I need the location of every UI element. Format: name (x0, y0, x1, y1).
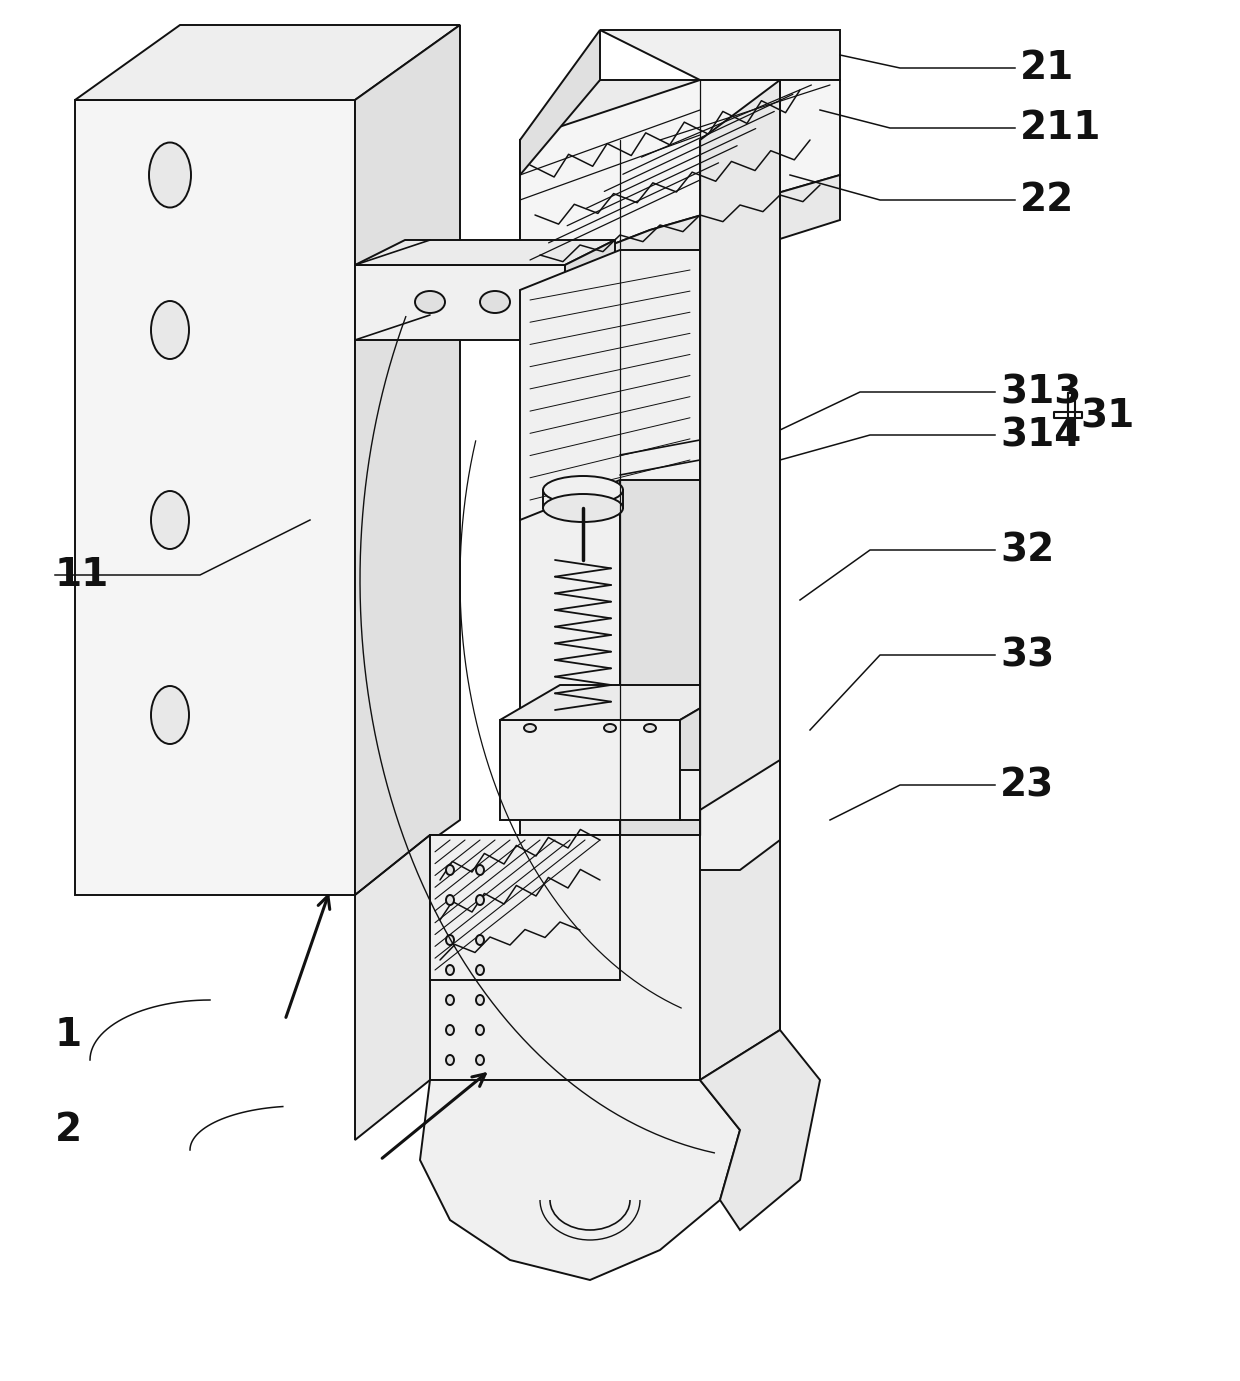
Text: 1: 1 (55, 1016, 82, 1054)
Ellipse shape (415, 291, 445, 313)
Polygon shape (430, 836, 620, 981)
Polygon shape (680, 771, 701, 820)
Ellipse shape (151, 301, 188, 359)
Polygon shape (543, 490, 622, 508)
Ellipse shape (476, 865, 484, 876)
Polygon shape (701, 784, 780, 1080)
Ellipse shape (151, 492, 188, 550)
Text: 23: 23 (999, 766, 1054, 804)
Text: 314: 314 (999, 416, 1081, 454)
Ellipse shape (446, 865, 454, 876)
Polygon shape (520, 175, 839, 320)
Ellipse shape (543, 494, 622, 522)
Polygon shape (701, 80, 780, 1080)
Polygon shape (500, 685, 740, 720)
Polygon shape (355, 265, 565, 340)
Polygon shape (74, 99, 355, 895)
Polygon shape (701, 1030, 820, 1230)
Polygon shape (500, 720, 680, 820)
Ellipse shape (446, 895, 454, 905)
Ellipse shape (446, 1055, 454, 1065)
Polygon shape (565, 240, 615, 340)
Ellipse shape (644, 724, 656, 732)
Ellipse shape (446, 1025, 454, 1034)
Ellipse shape (151, 686, 188, 744)
Polygon shape (520, 80, 839, 280)
Ellipse shape (476, 895, 484, 905)
Ellipse shape (476, 1055, 484, 1065)
Ellipse shape (480, 291, 510, 313)
Ellipse shape (604, 724, 616, 732)
Ellipse shape (476, 965, 484, 975)
Polygon shape (355, 25, 460, 895)
Ellipse shape (149, 142, 191, 207)
Ellipse shape (476, 1025, 484, 1034)
Text: 313: 313 (999, 373, 1081, 412)
Text: 22: 22 (1021, 181, 1074, 220)
Ellipse shape (476, 935, 484, 945)
Text: 2: 2 (55, 1110, 82, 1149)
Text: 33: 33 (999, 637, 1054, 674)
Polygon shape (74, 25, 460, 99)
Polygon shape (420, 1080, 740, 1280)
Text: 211: 211 (1021, 109, 1101, 146)
Polygon shape (430, 836, 701, 1080)
Polygon shape (701, 760, 780, 870)
Polygon shape (620, 80, 701, 1010)
Polygon shape (520, 80, 701, 139)
Ellipse shape (543, 476, 622, 504)
Ellipse shape (476, 994, 484, 1005)
Text: 31: 31 (1080, 396, 1135, 435)
Polygon shape (680, 685, 740, 820)
Polygon shape (355, 836, 430, 1139)
Text: 32: 32 (999, 532, 1054, 569)
Polygon shape (520, 139, 620, 1010)
Polygon shape (520, 250, 701, 521)
Text: 21: 21 (1021, 48, 1074, 87)
Polygon shape (355, 240, 615, 265)
Ellipse shape (525, 724, 536, 732)
Ellipse shape (446, 994, 454, 1005)
Ellipse shape (446, 935, 454, 945)
Ellipse shape (446, 965, 454, 975)
Polygon shape (600, 30, 839, 80)
Polygon shape (520, 30, 600, 175)
Text: 11: 11 (55, 557, 109, 594)
